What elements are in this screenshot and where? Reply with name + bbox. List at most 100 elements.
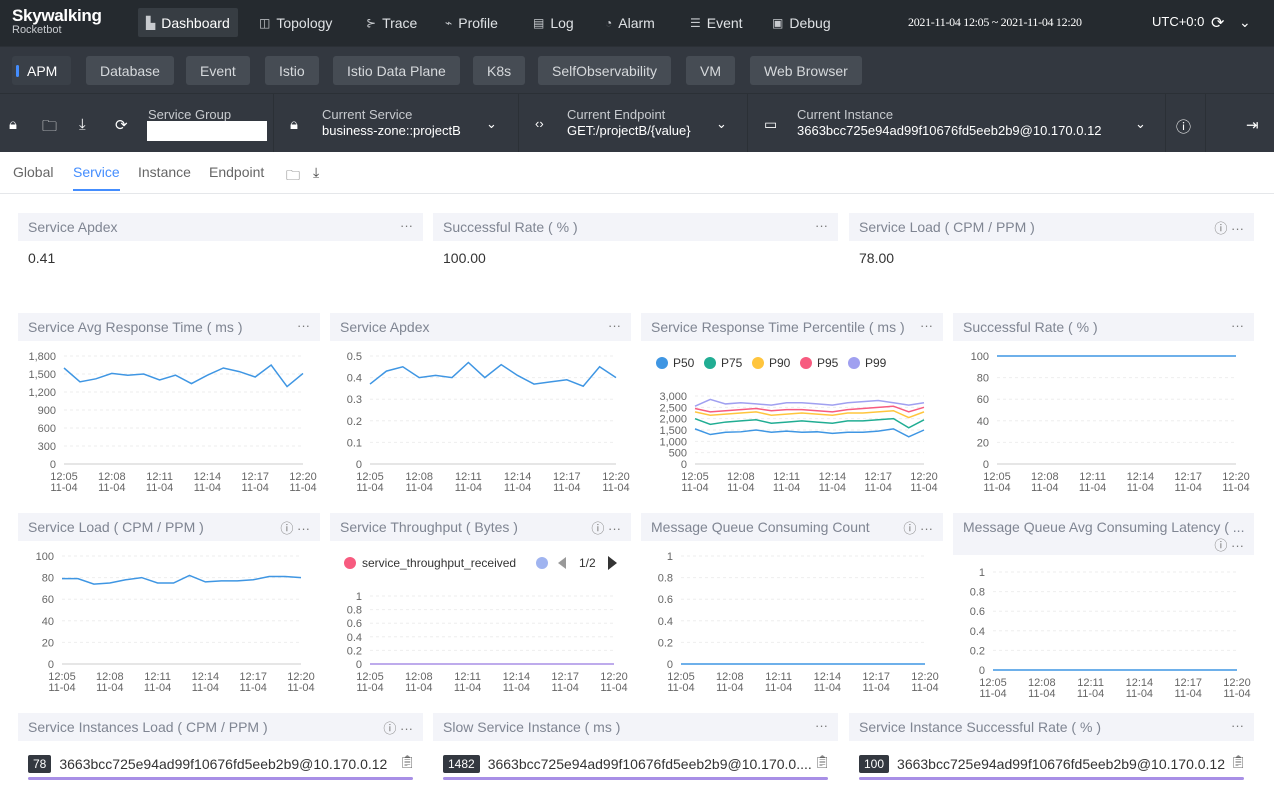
current-instance-value: 3663bcc725e94ad99f10676fd5eeb2b9@10.170.… [797, 123, 1102, 138]
more-icon[interactable]: ··· [815, 718, 828, 733]
legend-label: service_throughput_received [362, 556, 516, 570]
more-icon[interactable]: ··· [1231, 718, 1244, 733]
x-tick-label: 11-04 [146, 482, 173, 494]
download-icon[interactable]: ⤓ [79, 116, 86, 133]
copy-icon[interactable]: 📋︎ [1230, 754, 1247, 769]
y-tick-label: 300 [38, 441, 56, 453]
chevron-down-icon: ⌄ [486, 116, 497, 131]
info-more-icons[interactable]: ⓘ ··· [383, 721, 413, 736]
app-logo[interactable]: Skywalking Rocketbot [12, 7, 102, 36]
folder-icon[interactable]: 🗀 [286, 167, 300, 183]
layer-tab-event[interactable]: Event [186, 56, 250, 85]
x-tick-label: 11-04 [1127, 482, 1154, 494]
card-title: Service Load ( CPM / PPM ) [28, 519, 204, 535]
layer-tab-istio[interactable]: Istio [265, 56, 319, 85]
list-item[interactable]: 1482 3663bcc725e94ad99f10676fd5eeb2b9@10.… [443, 755, 812, 773]
copy-icon[interactable]: 📋︎ [814, 754, 831, 769]
tab-endpoint[interactable]: Endpoint [209, 164, 265, 180]
x-tick-label: 12:08 [98, 471, 126, 483]
x-tick-label: 12:08 [405, 471, 433, 483]
x-tick-label: 11-04 [48, 682, 75, 694]
y-tick-label: 1 [667, 551, 673, 563]
reload-icon[interactable]: ⟳ [115, 117, 128, 134]
tab-global[interactable]: Global [13, 164, 54, 180]
layer-tab-selfobservability[interactable]: SelfObservability [538, 56, 672, 85]
download-icon[interactable]: ⤓ [313, 164, 320, 180]
current-instance-selector[interactable]: ▭ Current Instance 3663bcc725e94ad99f106… [747, 94, 1165, 153]
layer-tab-vm[interactable]: VM [686, 56, 735, 85]
apdex-chart-card: Service Apdex ··· 0 0.1 0.2 0.3 0.4 0.5 12:05 11… [330, 313, 631, 503]
legend-page: 1/2 [579, 556, 596, 570]
layer-tab-k8s[interactable]: K8s [473, 56, 526, 85]
more-icon[interactable]: ··· [1231, 318, 1244, 333]
y-tick-label: 60 [42, 594, 54, 606]
throughput-chart: 00.20.40.60.8112:0511-0412:0811-0412:111… [344, 556, 628, 694]
layer-tab-web-browser[interactable]: Web Browser [750, 56, 862, 85]
layer-tab-istio-data-plane[interactable]: Istio Data Plane [333, 56, 460, 85]
current-service-selector[interactable]: 🔒︎ Current Service business-zone::projec… [273, 94, 518, 153]
more-icon[interactable]: ··· [400, 218, 413, 233]
current-service-value: business-zone::projectB [322, 123, 461, 138]
y-tick-label: 0 [356, 659, 362, 671]
timezone-label[interactable]: UTC+0:0 [1152, 14, 1205, 29]
tab-service[interactable]: Service [73, 164, 120, 191]
x-tick-label: 12:11 [144, 671, 171, 683]
more-icon[interactable]: ··· [920, 318, 933, 333]
nav-profile[interactable]: ⌁ Profile [437, 8, 506, 37]
folder-icon[interactable]: 🗀 [42, 118, 58, 135]
nav-alarm[interactable]: ◔ Alarm [597, 8, 663, 37]
current-endpoint-selector[interactable]: ‹› Current Endpoint GET:/projectB/{value… [518, 94, 747, 153]
list-item[interactable]: 78 3663bcc725e94ad99f10676fd5eeb2b9@10.17… [28, 755, 387, 773]
time-range-picker[interactable]: 2021-11-04 12:05 ~ 2021-11-04 12:20 [908, 15, 1082, 29]
x-tick-label: 12:14 [1126, 677, 1154, 689]
x-tick-label: 12:20 [1223, 677, 1251, 689]
info-more-icons[interactable]: ⓘ ··· [280, 521, 310, 536]
log-icon: ▤ [533, 15, 545, 30]
copy-icon[interactable]: 📋︎ [399, 754, 416, 769]
layer-tabbar: APM Database Event Istio Istio Data Plane K8s… [0, 46, 1274, 93]
card-value: 100.00 [443, 250, 486, 266]
indent-icon[interactable]: ⇥ [1246, 117, 1259, 134]
list-item[interactable]: 100 3663bcc725e94ad99f10676fd5eeb2b9@10.1… [859, 755, 1225, 773]
apdex-chart: 00.10.20.30.40.512:0511-0412:0811-0412:1… [347, 351, 630, 494]
lock-icon[interactable]: 🔒︎ [9, 116, 17, 133]
x-tick-label: 12:17 [551, 671, 579, 683]
info-more-icons[interactable]: ⓘ ··· [1214, 221, 1244, 236]
x-tick-label: 12:11 [455, 471, 482, 483]
instance-name: 3663bcc725e94ad99f10676fd5eeb2b9@10.170.… [897, 756, 1225, 772]
x-tick-label: 12:08 [1028, 677, 1056, 689]
more-icon[interactable]: ··· [608, 318, 621, 333]
nav-topology[interactable]: ◫ Topology [251, 8, 340, 37]
layer-tab-database[interactable]: Database [86, 56, 174, 85]
x-tick-label: 11-04 [814, 682, 841, 694]
refresh-icon[interactable]: ⟳ [1211, 15, 1225, 32]
nav-dashboard[interactable]: ▙ Dashboard [138, 8, 238, 37]
mq-count-chart: 00.20.40.60.8112:0511-0412:0811-0412:111… [658, 551, 939, 694]
service-group-input[interactable] [147, 121, 267, 141]
nav-event[interactable]: ☰ Event [682, 8, 751, 37]
service-apdex-card: Service Apdex ··· 0.41 [18, 213, 423, 273]
nav-log[interactable]: ▤ Log [525, 8, 582, 37]
x-tick-label: 12:08 [716, 671, 744, 683]
info-more-icons[interactable]: ⓘ ··· [591, 521, 621, 536]
service-load-chart-card: Service Load ( CPM / PPM ) ⓘ ··· 0 20 40 60 8… [18, 513, 320, 703]
x-tick-label: 12:20 [287, 671, 315, 683]
mq-count-chart-card: Message Queue Consuming Count ⓘ ··· 0 0.2 0… [641, 513, 943, 703]
legend-marker [800, 357, 812, 369]
info-more-icons[interactable]: ⓘ ··· [1214, 538, 1244, 553]
nav-debug[interactable]: ▣ Debug [764, 8, 839, 37]
layer-tab-apm[interactable]: APM [12, 56, 72, 85]
info-icon[interactable]: ⓘ [1176, 119, 1192, 136]
value-badge: 78 [28, 755, 52, 773]
top-navbar: Skywalking Rocketbot ▙ Dashboard ◫ Topology… [0, 0, 1274, 46]
card-value: 78.00 [859, 250, 895, 266]
info-more-icons[interactable]: ⓘ ··· [903, 521, 933, 536]
trace-icon: ⊱ [366, 15, 377, 30]
x-tick-label: 12:20 [910, 471, 938, 483]
nav-trace[interactable]: ⊱ Trace [358, 8, 425, 37]
more-icon[interactable]: ··· [297, 318, 310, 333]
more-icon[interactable]: ··· [815, 218, 828, 233]
tab-instance[interactable]: Instance [138, 164, 191, 180]
card-title: Slow Service Instance ( ms ) [443, 719, 621, 735]
chevron-down-icon[interactable]: ⌄ [1239, 14, 1251, 30]
